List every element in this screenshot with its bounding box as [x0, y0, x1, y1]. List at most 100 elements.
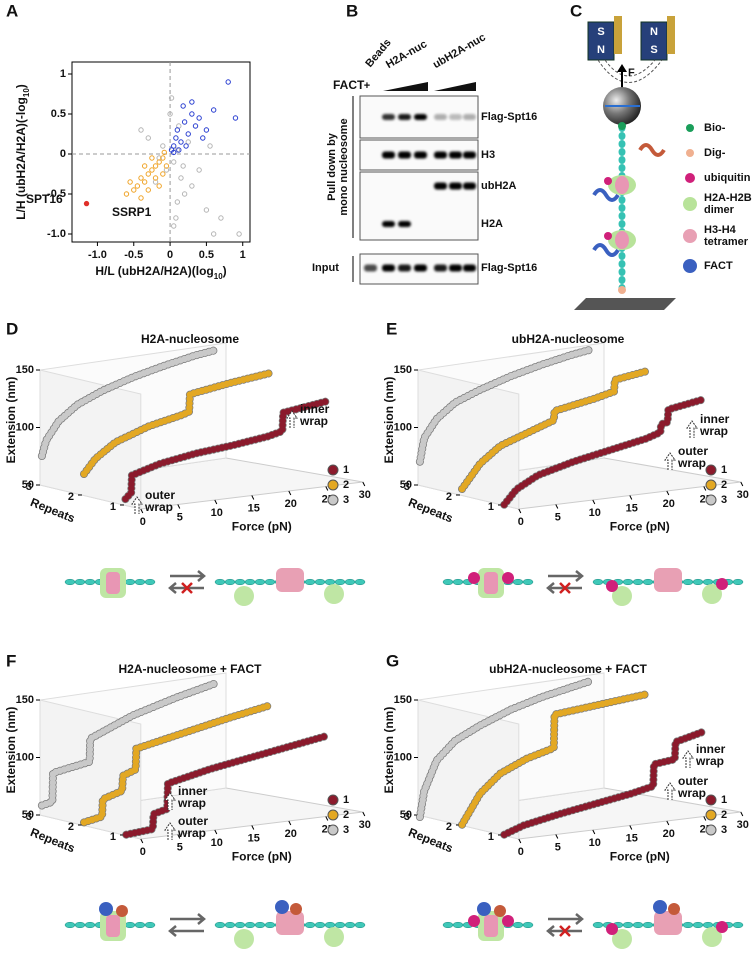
point	[178, 175, 184, 181]
dna-segment	[74, 578, 86, 586]
band-label: ubH2A	[481, 180, 517, 192]
point	[145, 171, 151, 177]
x-axis-label-part: 10	[214, 272, 223, 281]
annotation: outer	[178, 814, 208, 828]
magnet-pole: S	[650, 44, 657, 56]
x-tick-label: 15	[248, 832, 260, 844]
arrow	[548, 570, 584, 582]
dna-segment	[682, 921, 694, 929]
dna-segment	[134, 578, 146, 586]
setup-diagram: SNNSFBio-Dig-ubiquitinH2A-H2BdimerH3-H4t…	[574, 16, 752, 310]
point	[149, 155, 155, 161]
band	[463, 264, 476, 272]
legend-marker	[327, 494, 339, 506]
ubiquitin	[716, 578, 728, 590]
annotation: inner	[700, 412, 730, 426]
x-tick-label: 0	[167, 249, 173, 261]
fact	[116, 905, 128, 917]
fact	[477, 902, 491, 916]
x-tick	[592, 829, 596, 835]
dna-segment	[124, 578, 136, 586]
y-axis-label: Extension (nm)	[4, 377, 18, 464]
fact	[653, 900, 667, 914]
force-panel: H2A-nucleosome50100150051015202530123Ext…	[4, 332, 371, 606]
block-mark	[559, 925, 571, 937]
dna-segment	[442, 578, 454, 586]
histone-dimer	[702, 927, 722, 947]
z-tick-label: 2	[446, 491, 452, 503]
dna-segment	[618, 252, 626, 260]
legend-label: 2	[721, 809, 727, 821]
dna-segment	[354, 921, 366, 929]
dna-segment	[642, 578, 654, 586]
legend-label: tetramer	[704, 236, 749, 248]
z-tick-label: 3	[404, 811, 410, 823]
side-wall	[39, 369, 142, 510]
force-curve	[80, 702, 273, 826]
y-axis-label-part: L/H (ubH2A/H2A)(-log	[14, 97, 28, 220]
legend-label: 3	[721, 824, 727, 836]
fact	[668, 903, 680, 915]
pulldown-label: Pull down by	[326, 132, 338, 201]
y-tick-label: -1.0	[47, 228, 66, 240]
x-tick-label: 5	[177, 511, 183, 523]
band	[434, 114, 447, 120]
x-axis-label: Force (pN)	[610, 850, 670, 864]
band	[398, 264, 411, 272]
ubiquitin	[604, 232, 612, 240]
point	[173, 135, 179, 141]
dna-segment	[702, 921, 714, 929]
dna-segment	[592, 578, 604, 586]
z-tick-label: 3	[404, 481, 410, 493]
annotation: wrap	[144, 500, 173, 514]
x-tick	[177, 834, 181, 839]
point	[156, 159, 162, 165]
dna-segment	[618, 164, 626, 172]
legend-label: dimer	[704, 204, 735, 216]
y-axis-label: Extension (nm)	[382, 707, 396, 794]
legend-icon	[686, 124, 694, 132]
dna-segment	[334, 921, 346, 929]
fact	[99, 902, 113, 916]
point	[134, 183, 141, 189]
force-label: F	[628, 67, 635, 79]
dna-segment	[622, 578, 634, 586]
dna-segment	[618, 132, 626, 140]
z-tick-label: 3	[26, 481, 32, 493]
band	[382, 264, 395, 272]
x-tick	[140, 508, 144, 514]
legend-label: 2	[343, 479, 349, 491]
z-tick-label: 1	[110, 501, 116, 513]
histone-tetramer	[276, 911, 304, 935]
x-tick-label: 1	[240, 249, 246, 261]
histone-dimer	[612, 586, 632, 606]
fact	[275, 900, 289, 914]
histone-dimer	[234, 586, 254, 606]
x-axis-label: H/L (ubH2A/H2A)(log10)	[95, 264, 226, 280]
point	[173, 215, 179, 221]
ubiquitin	[502, 915, 514, 927]
point	[156, 183, 162, 189]
dna-segment	[618, 268, 626, 276]
x-tick-label: 0	[140, 516, 146, 528]
x-tick-label: 0	[140, 846, 146, 858]
legend-marker	[705, 464, 717, 476]
dna-segment	[642, 921, 654, 929]
dna-segment	[244, 578, 256, 586]
x-axis-label-part: H/L (ubH2A/H2A)(log	[95, 264, 213, 278]
band	[398, 151, 411, 159]
z-tick-label: 1	[110, 831, 116, 843]
x-tick	[555, 834, 559, 839]
y-tick-label: 150	[394, 694, 412, 706]
fact	[494, 905, 506, 917]
ubiquitin	[502, 572, 514, 584]
dna-segment	[512, 921, 524, 929]
y-tick-label: 150	[394, 364, 412, 376]
dna-segment	[618, 212, 626, 220]
magnet-side	[667, 16, 675, 54]
dna-segment	[314, 921, 326, 929]
x-tick	[140, 838, 144, 844]
histone-dimer	[324, 927, 344, 947]
dna-segment	[64, 921, 76, 929]
